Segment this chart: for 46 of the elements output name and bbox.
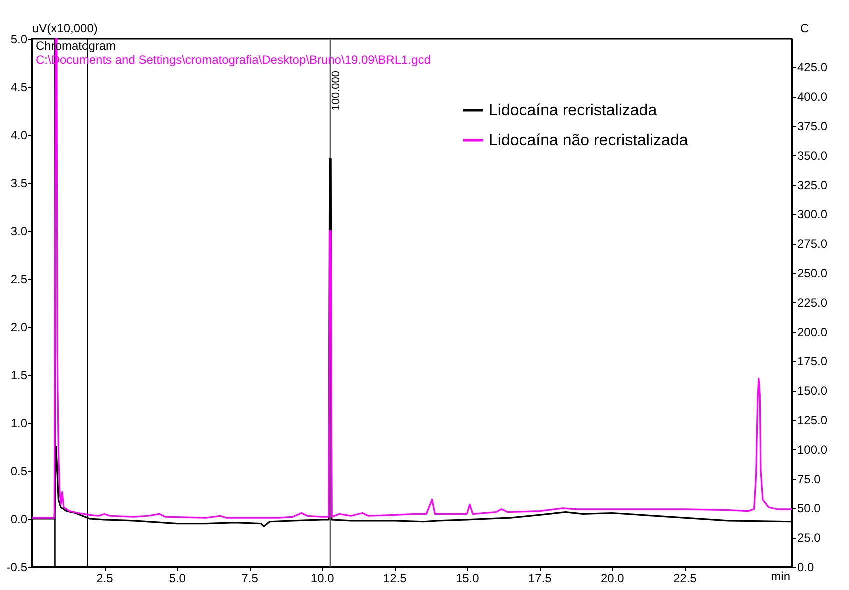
y-tick-label: 0.0: [10, 512, 28, 526]
legend-label: Lidocaína recristalizada: [489, 102, 658, 120]
y-tick-label: 1.5: [10, 368, 28, 382]
y2-tick-label: 350.0: [798, 148, 828, 163]
y2-tick-label: 325.0: [798, 178, 828, 192]
x-tick-label: 2.5: [96, 572, 114, 586]
y2-tick-label: 100.0: [798, 442, 828, 457]
y-tick-label: -0.5: [6, 560, 28, 574]
x-tick-label: 7.5: [242, 572, 259, 586]
x-tick-label: 22.5: [673, 572, 698, 586]
y2-tick-label: 275.0: [798, 237, 828, 252]
y-tick-label: 0.5: [10, 464, 28, 478]
y2-tick-label: 300.0: [798, 208, 828, 222]
y-tick-label: 5.0: [10, 32, 28, 46]
annotation: 100.000: [330, 71, 342, 111]
y2-tick-label: 225.0: [798, 296, 828, 310]
y2-tick-label: 125.0: [798, 414, 828, 428]
y2-tick-label: 25.0: [798, 531, 822, 546]
y2-tick-label: 400.0: [798, 90, 828, 104]
x-tick-label: 17.5: [528, 572, 552, 586]
x-axis-title: min: [771, 570, 790, 584]
y-tick-label: 1.0: [10, 416, 28, 430]
y2-tick-label: 50.0: [798, 502, 822, 516]
y-tick-label: 2.5: [10, 272, 28, 286]
y-tick-label: 4.5: [10, 80, 28, 94]
x-tick-label: 5.0: [169, 572, 186, 586]
y-tick-label: 3.0: [10, 224, 28, 238]
y2-tick-label: 175.0: [798, 354, 828, 369]
y2-tick-label: 0.0: [798, 560, 815, 574]
y2-tick-label: 200.0: [798, 325, 828, 340]
y2-tick-label: 425.0: [798, 60, 828, 75]
x-tick-label: 10.0: [310, 572, 335, 586]
y-tick-label: 3.5: [10, 176, 28, 190]
y2-tick-label: 150.0: [798, 384, 828, 398]
y2-tick-label: 375.0: [798, 120, 828, 134]
line-series: [31, 38, 793, 519]
y2-tick-label: 75.0: [798, 472, 822, 486]
y2-tick-label: 250.0: [798, 266, 828, 281]
y-tick-label: 2.0: [10, 320, 28, 334]
x-tick-label: 20.0: [600, 572, 625, 586]
legend-label: Lidocaína não recristalizada: [489, 132, 688, 150]
y-axis-title: uV(x10,000): [32, 22, 98, 36]
y2-axis-title: C: [800, 22, 810, 36]
x-tick-label: 15.0: [456, 572, 480, 586]
x-tick-label: 12.5: [383, 572, 408, 586]
y-tick-label: 4.0: [10, 128, 28, 142]
